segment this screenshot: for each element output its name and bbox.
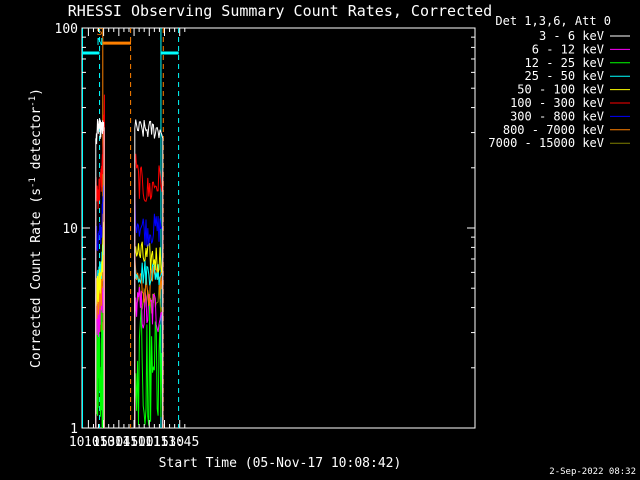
y-axis-label-sup2: -1 bbox=[28, 96, 38, 107]
plot-marks: SN bbox=[82, 27, 180, 428]
x-tick-label-1115: 11:15 bbox=[130, 435, 169, 450]
y-axis-label-end: ) bbox=[29, 88, 44, 96]
series-trace-12-25-kev-1 bbox=[134, 303, 164, 428]
y-axis-label-sup1: -1 bbox=[28, 177, 38, 188]
series-trace-100-300-kev-0 bbox=[95, 94, 105, 428]
series-trace-800-7000-kev-0 bbox=[95, 236, 105, 428]
x-tick-label-1015: 10:15 bbox=[69, 435, 108, 450]
series-trace-300-800-kev-0 bbox=[95, 185, 105, 428]
legend-label-4: 50 - 100 keV bbox=[517, 83, 604, 97]
x-tick-label-1130: 11:30 bbox=[145, 435, 184, 450]
y-axis: 1 10 100 bbox=[55, 22, 475, 437]
series-trace-3-6-kev-0 bbox=[95, 118, 105, 428]
y-tick-label-100: 100 bbox=[55, 22, 78, 37]
legend-label-5: 100 - 300 keV bbox=[510, 96, 604, 110]
chart-title: RHESSI Observing Summary Count Rates, Co… bbox=[68, 2, 492, 20]
y-axis-label: Corrected Count Rate (s-1 detector-1) bbox=[28, 88, 44, 368]
legend-label-3: 25 - 50 keV bbox=[525, 69, 604, 83]
legend-header: Det 1,3,6, Att 0 bbox=[495, 14, 611, 28]
series-trace-12-25-kev-0 bbox=[95, 298, 104, 428]
x-tick-label-1045: 10:45 bbox=[99, 435, 138, 450]
series-trace-3-6-kev-1 bbox=[134, 119, 164, 428]
flag-label-n: N bbox=[97, 37, 103, 48]
x-tick-label-1100: 11:00 bbox=[114, 435, 153, 450]
y-tick-label-10: 10 bbox=[62, 222, 78, 237]
series-trace-300-800-kev-1 bbox=[134, 194, 164, 428]
legend-label-7: 800 - 7000 keV bbox=[503, 123, 604, 137]
flag-label-s: S bbox=[97, 27, 103, 38]
x-tick-label-1145: 11:45 bbox=[160, 435, 199, 450]
x-tick-label-1030: 10:30 bbox=[84, 435, 123, 450]
series-trace-6-12-kev-0 bbox=[95, 270, 105, 428]
y-axis-label-main: Corrected Count Rate (s bbox=[29, 188, 44, 368]
timestamp: 2-Sep-2022 08:32 bbox=[549, 467, 636, 477]
series-trace-100-300-kev-1 bbox=[134, 153, 164, 428]
series-trace-6-12-kev-1 bbox=[134, 286, 164, 428]
series-trace-25-50-kev-1 bbox=[134, 260, 164, 428]
legend-label-0: 3 - 6 keV bbox=[539, 29, 604, 43]
y-tick-label-1: 1 bbox=[70, 422, 78, 437]
legend-label-6: 300 - 800 keV bbox=[510, 109, 604, 123]
x-axis-label: Start Time (05-Nov-17 10:08:42) bbox=[159, 456, 402, 471]
y-axis-label-mid: detector bbox=[29, 107, 44, 178]
legend-label-1: 6 - 12 keV bbox=[532, 42, 604, 56]
legend-label-8: 7000 - 15000 keV bbox=[488, 136, 604, 150]
legend-label-2: 12 - 25 keV bbox=[525, 56, 604, 70]
series-trace-50-100-kev-0 bbox=[95, 220, 105, 428]
